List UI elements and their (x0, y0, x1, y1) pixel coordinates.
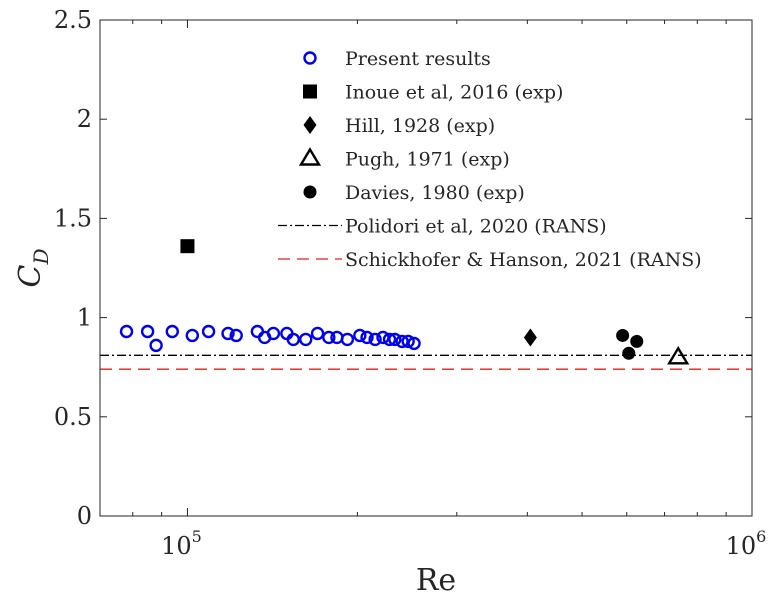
legend-entry-label: Schickhofer & Hanson, 2021 (RANS) (345, 249, 702, 271)
data-point-s0-20 (368, 332, 382, 347)
data-point-s0-8 (250, 324, 265, 339)
legend-marker-2 (303, 116, 317, 134)
y-axis-label: CD (13, 248, 53, 287)
data-point-s0-23 (388, 332, 402, 347)
data-point-s0-2 (149, 338, 163, 353)
y-tick-label: 2.5 (54, 6, 92, 34)
legend: Present results Inoue et al, 2016 (exp) Hi… (278, 48, 702, 271)
legend-entry-label: Polidori et al, 2020 (RANS) (345, 216, 607, 238)
x-tick-label: 105 (161, 527, 202, 560)
y-tick-label: 0 (77, 502, 92, 530)
data-point-s0-24 (395, 334, 409, 349)
legend-entry-label: Present results (345, 48, 491, 70)
y-tick-label: 1 (77, 304, 92, 332)
y-tick-label: 0.5 (54, 403, 92, 431)
data-point-s0-12 (286, 332, 301, 347)
plot-area (100, 239, 752, 370)
y-axis-label-subscript: D (29, 248, 53, 265)
x-axis-label: Re (416, 563, 456, 598)
data-point-s0-15 (322, 330, 336, 345)
axes-frame (99, 19, 753, 517)
legend-marker-3 (298, 147, 322, 166)
data-point-s0-3 (165, 324, 179, 339)
data-point-s2-0 (523, 328, 537, 347)
y-tick-label: 2 (77, 105, 92, 133)
data-point-s4-0 (616, 328, 630, 342)
data-point-s0-18 (353, 328, 367, 343)
data-point-s0-22 (382, 332, 397, 347)
data-point-s0-6 (221, 326, 235, 341)
data-point-s0-4 (185, 328, 200, 343)
data-point-s0-10 (266, 326, 281, 341)
y-tick-label: 1.5 (54, 204, 92, 232)
legend-marker-4 (303, 185, 317, 199)
data-point-s0-25 (401, 334, 415, 349)
legend-entry-label: Inoue et al, 2016 (exp) (345, 82, 563, 104)
y-axis-label-main: C (13, 265, 48, 288)
legend-marker-1 (303, 84, 317, 99)
data-point-s0-5 (201, 324, 216, 339)
data-point-s0-1 (140, 324, 155, 339)
data-point-s4-2 (630, 334, 644, 348)
data-point-s0-16 (330, 330, 344, 345)
x-tick-label: 106 (726, 527, 767, 560)
legend-entry-label: Hill, 1928 (exp) (345, 115, 495, 137)
data-point-s0-0 (119, 324, 134, 339)
legend-marker-0 (303, 51, 317, 65)
legend-entry-label: Pugh, 1971 (exp) (345, 149, 510, 171)
legend-entry-label: Davies, 1980 (exp) (345, 182, 525, 204)
data-point-s1-0 (180, 239, 195, 254)
data-point-s0-17 (340, 332, 355, 347)
data-point-s0-7 (229, 328, 243, 343)
data-point-s0-13 (299, 332, 313, 347)
data-point-s0-14 (310, 326, 325, 341)
data-point-s0-26 (407, 336, 421, 351)
data-point-s0-19 (360, 330, 374, 345)
data-point-s4-1 (622, 346, 636, 360)
